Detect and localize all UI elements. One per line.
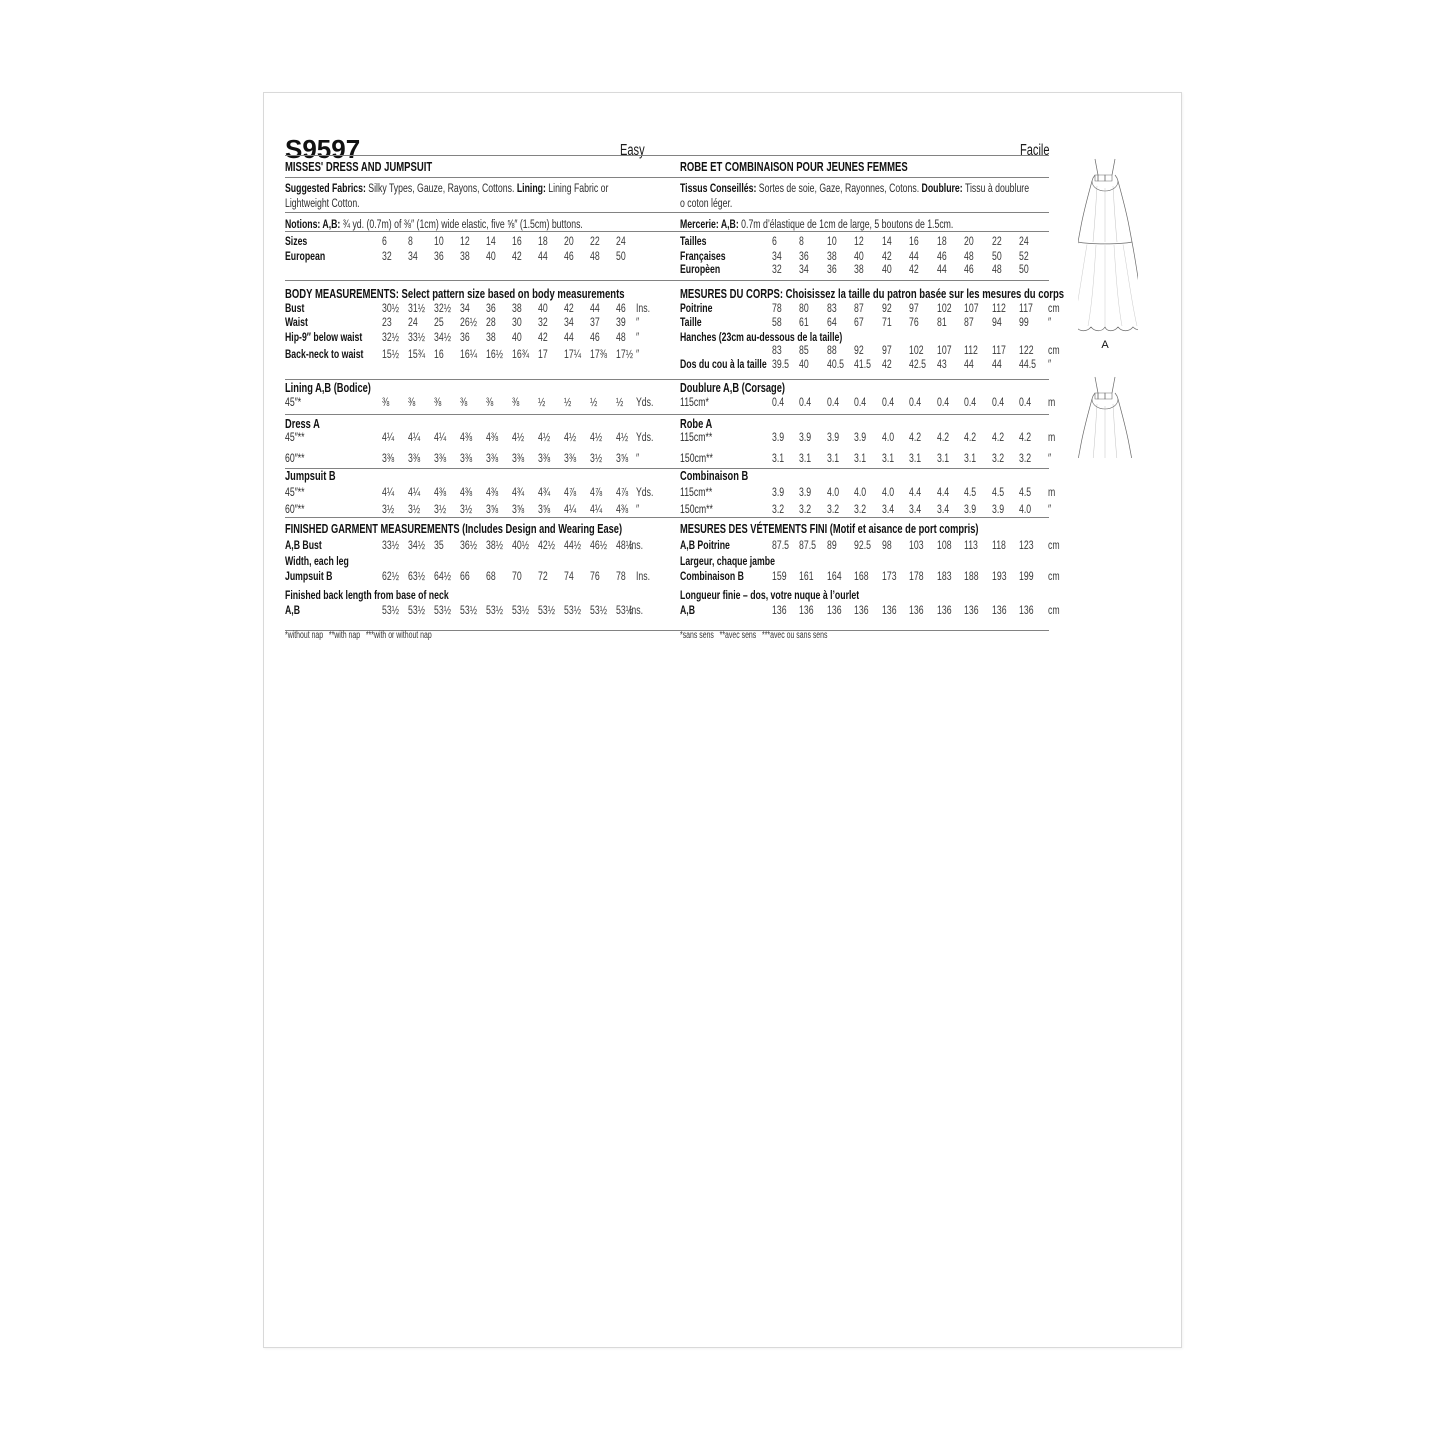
svg-text:A: A (1101, 339, 1109, 351)
